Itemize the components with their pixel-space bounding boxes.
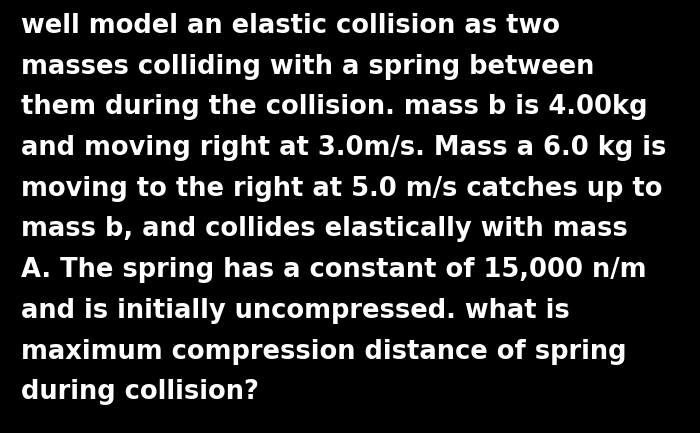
Text: and is initially uncompressed. what is: and is initially uncompressed. what is bbox=[21, 298, 570, 324]
Text: mass b, and collides elastically with mass: mass b, and collides elastically with ma… bbox=[21, 216, 628, 242]
Text: maximum compression distance of spring: maximum compression distance of spring bbox=[21, 339, 626, 365]
Text: A. The spring has a constant of 15,000 n/m: A. The spring has a constant of 15,000 n… bbox=[21, 257, 647, 283]
Text: them during the collision. mass b is 4.00kg: them during the collision. mass b is 4.0… bbox=[21, 94, 648, 120]
Text: masses colliding with a spring between: masses colliding with a spring between bbox=[21, 54, 594, 80]
Text: well model an elastic collision as two: well model an elastic collision as two bbox=[21, 13, 560, 39]
Text: during collision?: during collision? bbox=[21, 379, 259, 405]
Text: and moving right at 3.0m/s. Mass a 6.0 kg is: and moving right at 3.0m/s. Mass a 6.0 k… bbox=[21, 135, 666, 161]
Text: moving to the right at 5.0 m/s catches up to: moving to the right at 5.0 m/s catches u… bbox=[21, 176, 662, 202]
